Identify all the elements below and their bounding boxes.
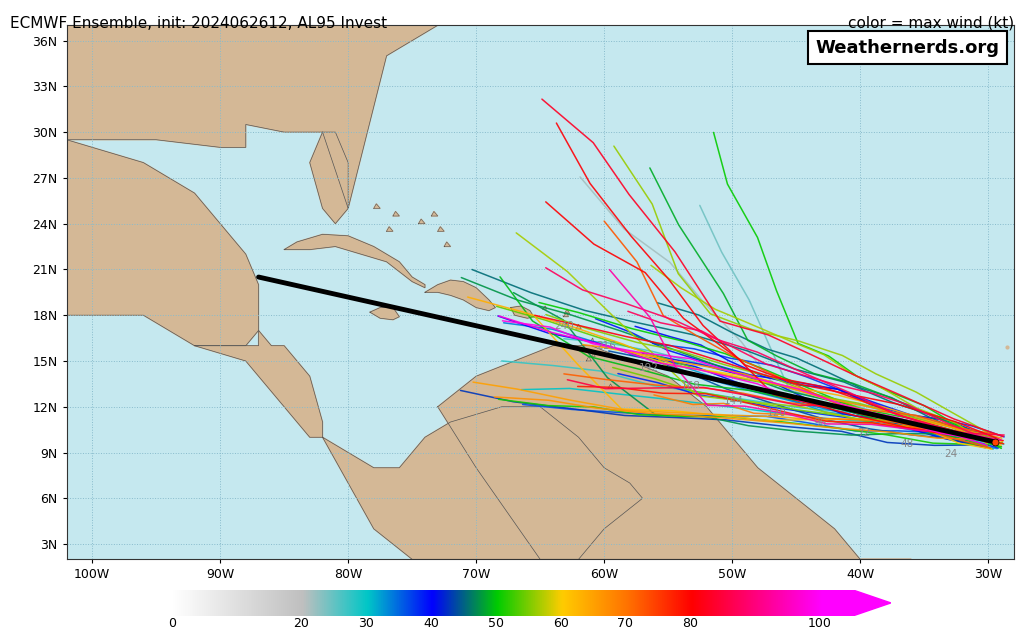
Polygon shape [374, 204, 380, 209]
Polygon shape [393, 212, 399, 216]
Text: 192: 192 [639, 363, 658, 373]
Text: 60: 60 [553, 617, 568, 630]
Text: ECMWF Ensemble, init: 2024062612, AL95 Invest: ECMWF Ensemble, init: 2024062612, AL95 I… [10, 16, 387, 31]
Polygon shape [543, 306, 547, 309]
Polygon shape [575, 324, 582, 329]
Text: Weathernerds.org: Weathernerds.org [815, 39, 999, 57]
Text: 120: 120 [766, 408, 786, 418]
Polygon shape [563, 312, 568, 317]
Polygon shape [586, 356, 592, 361]
Polygon shape [309, 132, 348, 224]
Polygon shape [438, 346, 911, 559]
Polygon shape [195, 331, 323, 437]
Text: 72: 72 [857, 428, 870, 439]
Text: 216: 216 [596, 341, 615, 351]
Text: 70: 70 [617, 617, 633, 630]
Polygon shape [323, 407, 643, 559]
Text: 20: 20 [294, 617, 309, 630]
Text: 24: 24 [944, 449, 957, 459]
Polygon shape [852, 590, 891, 616]
Polygon shape [592, 353, 595, 356]
Polygon shape [285, 234, 425, 288]
Polygon shape [387, 227, 393, 231]
Polygon shape [431, 212, 438, 216]
Text: color = max wind (kt): color = max wind (kt) [848, 16, 1014, 31]
Polygon shape [444, 242, 451, 246]
Text: 80: 80 [682, 617, 698, 630]
Polygon shape [419, 219, 425, 224]
Text: 0: 0 [168, 617, 176, 630]
Text: 40: 40 [423, 617, 439, 630]
Polygon shape [590, 338, 594, 343]
Polygon shape [67, 140, 258, 346]
Text: 50: 50 [487, 617, 504, 630]
Polygon shape [133, 590, 172, 616]
Polygon shape [564, 309, 569, 313]
Polygon shape [67, 25, 476, 209]
Polygon shape [608, 384, 613, 389]
Polygon shape [370, 308, 399, 320]
Text: 168: 168 [681, 380, 700, 391]
Text: 100: 100 [808, 617, 831, 630]
Text: 96: 96 [813, 418, 826, 428]
Text: 144: 144 [723, 396, 743, 406]
Polygon shape [425, 280, 496, 310]
Text: 48: 48 [900, 439, 913, 449]
Polygon shape [511, 306, 534, 319]
Polygon shape [438, 227, 444, 231]
Text: 240: 240 [554, 321, 573, 331]
Text: 30: 30 [358, 617, 374, 630]
